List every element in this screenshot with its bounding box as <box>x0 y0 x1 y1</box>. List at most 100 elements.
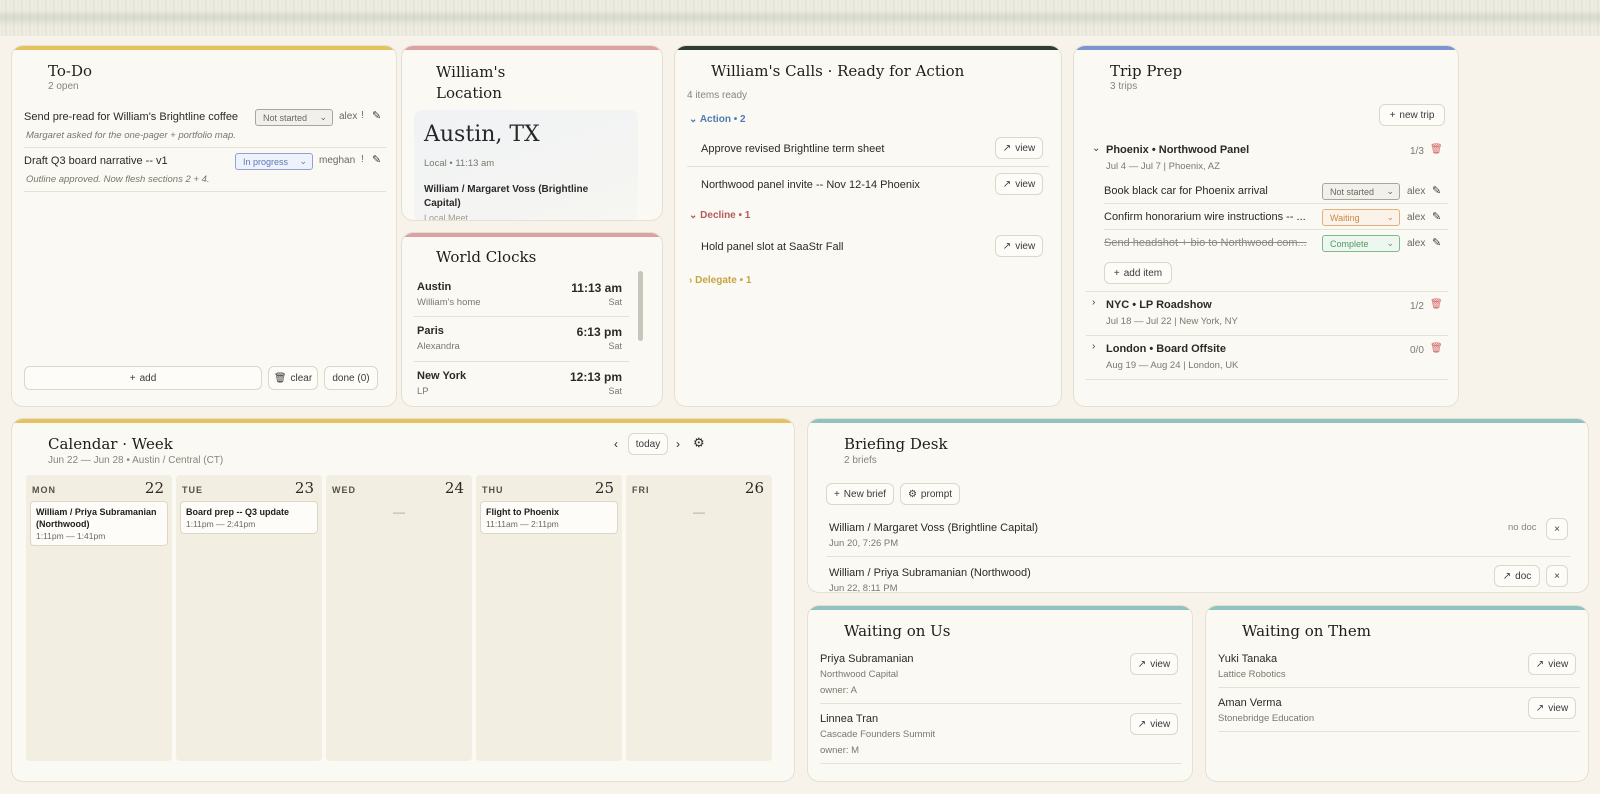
clock-city: Austin <box>417 281 452 293</box>
new-trip-label: new trip <box>1399 109 1435 121</box>
briefing-title: Briefing Desk <box>844 435 948 453</box>
location-title-line: William's <box>436 63 506 81</box>
divider <box>414 361 629 362</box>
external-link-icon: ↗ <box>1137 658 1147 670</box>
chevron-down-icon: ⌄ <box>1386 238 1394 248</box>
clock-who: Alexandra <box>417 341 460 352</box>
todo-item-title[interactable]: Send pre-read for William's Brightline c… <box>24 111 239 123</box>
todo-owner: meghan <box>319 155 356 166</box>
chevron-down-icon: ⌄ <box>1386 212 1394 222</box>
gear-icon[interactable]: ⚙ <box>693 435 705 450</box>
group-label: Action • 2 <box>699 114 746 125</box>
chevron-down-icon: ⌄ <box>1386 186 1394 196</box>
waiting-name: Aman Verma <box>1218 697 1282 709</box>
chevron-down-icon[interactable]: ⌄ <box>1092 143 1101 154</box>
brief-title[interactable]: William / Margaret Voss (Brightline Capi… <box>829 522 1039 534</box>
priority-flag[interactable]: ! <box>361 154 364 165</box>
new-trip-button[interactable]: + new trip <box>1379 104 1445 126</box>
call-item-title: Approve revised Brightline term sheet <box>701 143 885 155</box>
trash-icon[interactable]: 🗑 <box>1430 144 1443 155</box>
day-column-wed[interactable]: WED 24 — <box>326 475 472 761</box>
trash-icon[interactable]: 🗑 <box>1430 299 1443 310</box>
waiting-org: Stonebridge Education <box>1218 713 1315 724</box>
view-button[interactable]: ↗ view <box>995 235 1043 257</box>
clocks-scrollbar[interactable] <box>638 271 643 341</box>
clear-button[interactable]: 🗑 clear <box>268 366 318 390</box>
view-button[interactable]: ↗ view <box>1130 713 1178 735</box>
chevron-down-icon: ⌄ <box>689 210 698 221</box>
prev-week-chevron-left-icon[interactable]: ‹ <box>614 437 618 451</box>
group-label: Delegate • 1 <box>695 275 752 286</box>
chevron-right-icon[interactable]: › <box>1092 297 1096 308</box>
view-button[interactable]: ↗ view <box>995 173 1043 195</box>
status-label: In progress <box>243 156 289 167</box>
location-panel: Austin, TX Local • 11:13 am William / Ma… <box>414 110 638 220</box>
divider <box>687 166 1049 167</box>
add-item-button[interactable]: + add item <box>1104 262 1172 284</box>
done-button[interactable]: done (0) <box>324 366 378 390</box>
divider <box>24 191 386 192</box>
gear-icon: ⚙ <box>907 488 917 500</box>
priority-flag[interactable]: ! <box>361 110 364 121</box>
close-brief-button[interactable]: × <box>1546 518 1568 540</box>
todo-subtitle: 2 open <box>48 81 79 92</box>
edit-pencil-icon[interactable]: ✎ <box>372 110 382 122</box>
calls-group-decline[interactable]: ⌄ Decline • 1 <box>689 210 750 221</box>
view-button[interactable]: ↗ view <box>1130 653 1178 675</box>
view-button[interactable]: ↗ view <box>995 137 1043 159</box>
clock-who: William's home <box>417 297 481 308</box>
calls-group-delegate[interactable]: › Delegate • 1 <box>689 275 751 286</box>
prompt-button[interactable]: ⚙ prompt <box>900 483 960 505</box>
next-week-chevron-right-icon[interactable]: › <box>676 437 680 451</box>
new-brief-button[interactable]: + New brief <box>826 483 894 505</box>
calls-title: William's Calls · Ready for Action <box>711 62 965 80</box>
plus-icon: + <box>129 372 136 384</box>
calendar-event[interactable]: Board prep -- Q3 update 1:11pm — 2:41pm <box>180 501 318 534</box>
event-time: 1:11pm — 2:41pm <box>186 519 256 529</box>
edit-pencil-icon[interactable]: ✎ <box>1432 185 1442 197</box>
todo-item-title[interactable]: Draft Q3 board narrative -- v1 <box>24 155 168 167</box>
event-time: 11:11am — 2:11pm <box>486 519 559 529</box>
calls-group-action[interactable]: ⌄ Action • 2 <box>689 114 746 125</box>
doc-label: doc <box>1515 570 1532 582</box>
edit-pencil-icon[interactable]: ✎ <box>1432 211 1442 223</box>
trip-item-status-select[interactable]: Not started ⌄ <box>1322 183 1400 200</box>
trip-item-title: Send headshot + bio to Northwood com... <box>1104 237 1307 249</box>
edit-pencil-icon[interactable]: ✎ <box>1432 237 1442 249</box>
calendar-event[interactable]: Flight to Phoenix 11:11am — 2:11pm <box>480 501 618 534</box>
view-button[interactable]: ↗ view <box>1528 653 1576 675</box>
trip-name[interactable]: NYC • LP Roadshow <box>1106 299 1212 311</box>
divider <box>820 763 1182 764</box>
edit-pencil-icon[interactable]: ✎ <box>372 154 382 166</box>
todo-status-select[interactable]: Not started ⌄ <box>255 109 333 126</box>
view-label: view <box>1548 658 1569 670</box>
today-button[interactable]: today <box>628 433 668 455</box>
location-title: William's Location <box>436 62 505 104</box>
close-brief-button[interactable]: × <box>1546 565 1568 587</box>
view-label: view <box>1015 142 1036 154</box>
doc-button[interactable]: ↗ doc <box>1494 565 1540 587</box>
day-column-tue[interactable]: TUE 23 Board prep -- Q3 update 1:11pm — … <box>176 475 322 761</box>
day-column-thu[interactable]: THU 25 Flight to Phoenix 11:11am — 2:11p… <box>476 475 622 761</box>
calendar-event[interactable]: William / Priya Subramanian (Northwood) … <box>30 501 168 546</box>
day-column-mon[interactable]: MON 22 William / Priya Subramanian (Nort… <box>26 475 172 761</box>
trip-item-status-select[interactable]: Waiting ⌄ <box>1322 209 1400 226</box>
clock-day: Sat <box>608 297 622 307</box>
calendar-subtitle: Jun 22 — Jun 28 • Austin / Central (CT) <box>48 455 224 466</box>
calls-subtitle: 4 items ready <box>687 90 748 101</box>
waiting-org: Cascade Founders Summit <box>820 729 936 740</box>
trip-name[interactable]: Phoenix • Northwood Panel <box>1106 144 1250 156</box>
view-button[interactable]: ↗ view <box>1528 697 1576 719</box>
todo-status-select[interactable]: In progress ⌄ <box>235 153 313 170</box>
add-todo-button[interactable]: + add <box>24 366 262 390</box>
chevron-right-icon[interactable]: › <box>1092 341 1096 352</box>
trip-item-status-select[interactable]: Complete ⌄ <box>1322 235 1400 252</box>
day-column-fri[interactable]: FRI 26 — <box>626 475 772 761</box>
trash-icon[interactable]: 🗑 <box>1430 343 1443 354</box>
brief-title[interactable]: William / Priya Subramanian (Northwood) <box>829 567 1031 579</box>
location-local-time: Local • 11:13 am <box>424 158 495 169</box>
calendar-card: Calendar · Week Jun 22 — Jun 28 • Austin… <box>11 418 795 782</box>
trip-name[interactable]: London • Board Offsite <box>1106 343 1226 355</box>
trip-dates: Jul 18 — Jul 22 | New York, NY <box>1106 316 1238 327</box>
day-number: 26 <box>744 479 764 497</box>
